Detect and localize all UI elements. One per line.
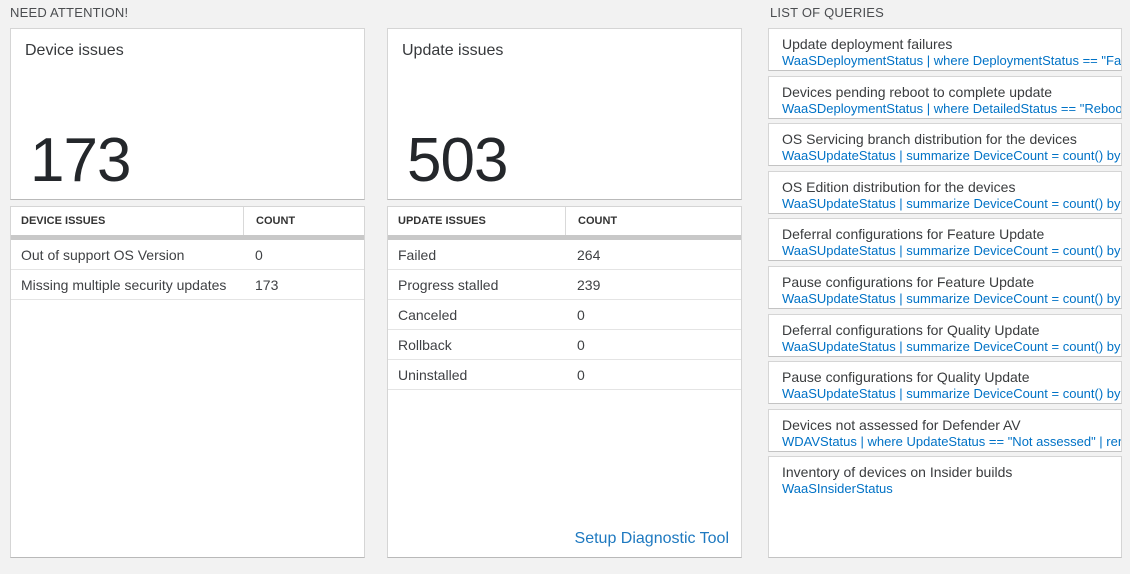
query-item[interactable]: Devices pending reboot to complete updat… xyxy=(768,75,1122,119)
update-issues-tile[interactable]: Update issues 503 xyxy=(387,28,742,200)
row-label: Missing multiple security updates xyxy=(21,276,227,293)
query-item[interactable]: Pause configurations for Feature Update … xyxy=(768,265,1122,309)
table-row[interactable]: Progress stalled 239 xyxy=(388,270,741,300)
query-code: WaaSDeploymentStatus | where DetailedSta… xyxy=(782,100,1122,116)
setup-diagnostic-tool-link[interactable]: Setup Diagnostic Tool xyxy=(574,530,729,547)
query-item[interactable]: Deferral configurations for Feature Upda… xyxy=(768,218,1122,262)
query-code: WaaSDeploymentStatus | where DeploymentS… xyxy=(782,53,1122,68)
device-issues-col-header: DEVICE ISSUES xyxy=(21,215,106,227)
row-count: 173 xyxy=(255,276,279,293)
row-label: Canceled xyxy=(398,306,458,323)
query-item[interactable]: OS Servicing branch distribution for the… xyxy=(768,123,1122,167)
update-issues-col-header: UPDATE ISSUES xyxy=(398,215,486,227)
list-of-queries-header: LIST OF QUERIES xyxy=(770,5,885,20)
device-issues-table-tile: DEVICE ISSUES COUNT Out of support OS Ve… xyxy=(10,206,365,558)
query-code: WaaSUpdateStatus | summarize DeviceCount… xyxy=(782,195,1121,211)
table-row[interactable]: Uninstalled 0 xyxy=(388,360,741,390)
row-label: Rollback xyxy=(398,336,452,353)
device-issues-table-header: DEVICE ISSUES COUNT xyxy=(11,207,364,235)
row-label: Uninstalled xyxy=(398,366,468,383)
table-row[interactable]: Out of support OS Version 0 xyxy=(11,240,364,270)
row-label: Out of support OS Version xyxy=(21,246,185,263)
query-title: Pause configurations for Quality Update xyxy=(782,369,1030,386)
query-item[interactable]: Update deployment failures WaaSDeploymen… xyxy=(768,28,1122,71)
query-code: WaaSUpdateStatus | summarize DeviceCount… xyxy=(782,243,1121,259)
query-title: Devices pending reboot to complete updat… xyxy=(782,83,1053,100)
query-title: OS Servicing branch distribution for the… xyxy=(782,131,1077,148)
row-count: 0 xyxy=(577,336,585,353)
query-title: Update deployment failures xyxy=(782,36,953,52)
query-item[interactable]: Devices not assessed for Defender AV WDA… xyxy=(768,408,1122,452)
table-row[interactable]: Failed 264 xyxy=(388,240,741,270)
queries-list: Update deployment failures WaaSDeploymen… xyxy=(768,28,1122,558)
device-issues-title: Device issues xyxy=(25,42,124,59)
row-label: Progress stalled xyxy=(398,276,499,293)
update-issues-big-number: 503 xyxy=(407,125,508,195)
table-row[interactable]: Rollback 0 xyxy=(388,330,741,360)
update-issues-table-header: UPDATE ISSUES COUNT xyxy=(388,207,741,235)
device-count-col-header: COUNT xyxy=(243,207,364,235)
table-header-divider-bar xyxy=(388,235,741,240)
query-code: WaaSUpdateStatus | summarize DeviceCount… xyxy=(782,338,1121,354)
query-code: WaaSUpdateStatus | summarize DeviceCount… xyxy=(782,290,1121,306)
row-count: 264 xyxy=(577,246,601,263)
query-code: WDAVStatus | where UpdateStatus == "Not … xyxy=(782,433,1121,449)
query-title: Deferral configurations for Quality Upda… xyxy=(782,321,1040,338)
row-count: 239 xyxy=(577,276,601,293)
query-title: OS Edition distribution for the devices xyxy=(782,178,1016,195)
update-issues-table-tile: UPDATE ISSUES COUNT Failed 264 Progress … xyxy=(387,206,742,558)
query-item[interactable]: OS Edition distribution for the devices … xyxy=(768,170,1122,214)
row-count: 0 xyxy=(577,366,585,383)
device-issues-tile[interactable]: Device issues 173 xyxy=(10,28,365,200)
row-label: Failed xyxy=(398,246,437,263)
query-item[interactable]: Pause configurations for Quality Update … xyxy=(768,361,1122,405)
update-issues-title: Update issues xyxy=(402,42,504,59)
query-title: Deferral configurations for Feature Upda… xyxy=(782,226,1045,243)
device-issues-column: Device issues 173 DEVICE ISSUES COUNT Ou… xyxy=(10,28,365,558)
query-title: Inventory of devices on Insider builds xyxy=(782,464,1013,481)
table-row[interactable]: Canceled 0 xyxy=(388,300,741,330)
need-attention-header: NEED ATTENTION! xyxy=(10,5,129,20)
query-code: WaaSUpdateStatus | summarize DeviceCount… xyxy=(782,148,1121,164)
query-code: WaaSInsiderStatus xyxy=(782,481,893,497)
query-item[interactable]: Inventory of devices on Insider builds W… xyxy=(768,456,1122,558)
query-code: WaaSUpdateStatus | summarize DeviceCount… xyxy=(782,386,1121,402)
table-row[interactable]: Missing multiple security updates 173 xyxy=(11,270,364,300)
row-count: 0 xyxy=(577,306,585,323)
query-title: Devices not assessed for Defender AV xyxy=(782,416,1021,433)
update-issues-column: Update issues 503 UPDATE ISSUES COUNT Fa… xyxy=(387,28,742,558)
update-count-col-header: COUNT xyxy=(565,207,741,235)
device-issues-big-number: 173 xyxy=(30,125,131,195)
row-count: 0 xyxy=(255,246,263,263)
query-item[interactable]: Deferral configurations for Quality Upda… xyxy=(768,313,1122,357)
query-title: Pause configurations for Feature Update xyxy=(782,273,1035,290)
table-header-divider-bar xyxy=(11,235,364,240)
